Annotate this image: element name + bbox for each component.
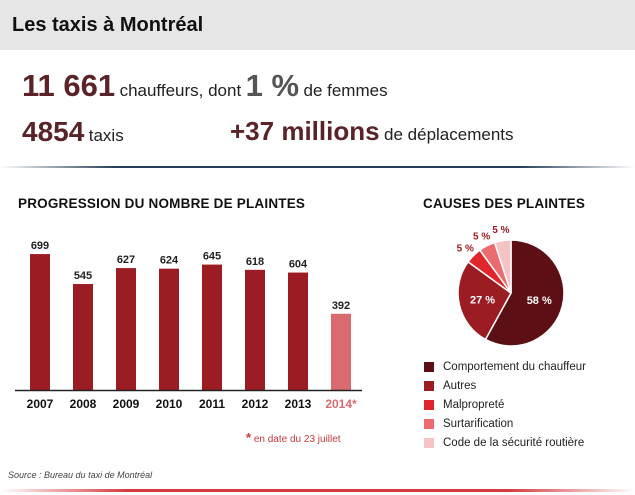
legend-swatch <box>424 380 434 391</box>
trips-stat: +37 millions de déplacements <box>230 116 514 147</box>
bar-value-label: 624 <box>160 255 179 267</box>
pie-value-label: 58 % <box>527 295 552 307</box>
footnote-text: en date du 23 juillet <box>253 434 341 445</box>
bar-2008 <box>73 284 93 390</box>
bar-value-label: 545 <box>74 270 92 282</box>
bar-value-label: 627 <box>117 254 135 266</box>
category-label: 2008 <box>70 397 97 411</box>
legend-label: Surtarification <box>443 417 514 430</box>
source-text: : Bureau du taxi de Montréal <box>36 470 153 480</box>
legend-label: Comportement du chauffeur <box>443 360 586 373</box>
bar-chart-title: PROGRESSION DU NOMBRE DE PLAINTES <box>18 196 306 211</box>
legend-label: Malpropreté <box>443 398 505 411</box>
pie-slice-5 <box>493 239 512 294</box>
pie-slice-1 <box>484 239 565 347</box>
legend-item: Comportement du chauffeur <box>424 357 586 376</box>
trips-value: +37 millions <box>230 116 380 146</box>
taxis-value: 4854 <box>22 116 85 147</box>
footnote-star: * <box>246 430 252 445</box>
bar-2013 <box>288 272 308 390</box>
legend-item: Malpropreté <box>424 395 586 414</box>
bar-value-label: 645 <box>203 251 221 263</box>
bar-2010 <box>159 268 179 390</box>
pie-value-label: 5 % <box>457 243 474 254</box>
drivers-stat: 11 661 chauffeurs, dont 1 % de femmes <box>22 68 388 104</box>
legend-label: Autres <box>443 379 477 392</box>
pie-slice-2 <box>457 260 512 341</box>
legend-item: Autres <box>424 376 586 395</box>
bar-value-label: 699 <box>31 240 49 252</box>
legend-label: Code de la sécurité routière <box>443 436 585 449</box>
women-text: de femmes <box>303 81 388 100</box>
legend-item: Code de la sécurité routière <box>424 433 586 452</box>
bar-2012 <box>245 269 265 390</box>
bar-chart: 699 2007 545 2008 627 2009 624 2010 645 2011 618 20… <box>15 240 362 411</box>
women-value: 1 % <box>245 68 300 103</box>
category-label: 2011 <box>199 397 225 411</box>
category-label: 2007 <box>27 397 54 411</box>
pie-legend: Comportement du chauffeur Autres Malpropre… <box>424 357 586 452</box>
taxis-text: taxis <box>88 126 124 145</box>
taxis-stat: 4854 taxis <box>22 116 124 148</box>
page-title: Les taxis à Montréal <box>12 14 204 36</box>
trips-text: de déplacements <box>384 125 514 144</box>
pie-value-label: 5 % <box>492 225 509 236</box>
category-label: 2010 <box>156 397 183 411</box>
header-bar: Les taxis à Montréal <box>0 0 635 50</box>
bar-value-label: 392 <box>332 300 350 312</box>
drivers-text: chauffeurs, dont <box>119 81 242 100</box>
category-label: 2009 <box>113 397 140 411</box>
pie-value-label: 5 % <box>473 231 490 242</box>
source-label: Source <box>8 470 37 480</box>
legend-swatch <box>424 418 434 429</box>
pie-chart-title: CAUSES DES PLAINTES <box>423 196 586 211</box>
bar-2009 <box>116 268 136 390</box>
legend-swatch <box>424 361 434 372</box>
category-label: 2013 <box>285 397 312 411</box>
pie-value-label: 27 % <box>470 294 495 306</box>
drivers-value: 11 661 <box>22 68 116 103</box>
legend-swatch <box>424 437 434 448</box>
category-label: 2012 <box>242 397 269 411</box>
bar-value-label: 604 <box>289 259 308 271</box>
section-divider <box>0 166 635 168</box>
category-label: 2014* <box>325 397 357 411</box>
legend-item: Surtarification <box>424 414 586 433</box>
key-stats: 11 661 chauffeurs, dont 1 % de femmes 48… <box>0 50 635 166</box>
source-line: Source : Bureau du taxi de Montréal <box>8 470 152 480</box>
bar-2011 <box>202 264 222 390</box>
footnote: * en date du 23 juillet <box>246 430 341 445</box>
bar-2014 <box>331 313 351 390</box>
bar-value-label: 618 <box>246 256 264 268</box>
legend-swatch <box>424 399 434 410</box>
pie-chart: 58 %27 %5 %5 %5 % <box>457 225 565 347</box>
bottom-accent-bar <box>0 489 635 492</box>
bar-2007 <box>30 254 50 390</box>
